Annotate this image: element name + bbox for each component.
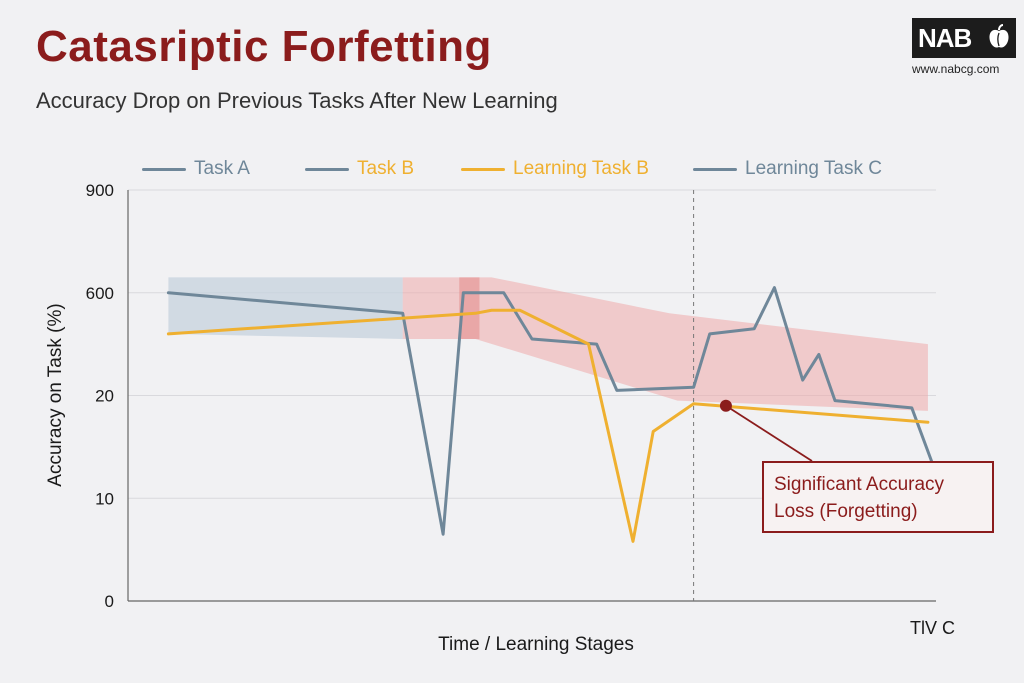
legend-item-learning-task-c: Learning Task C (693, 158, 882, 180)
brand-logo[interactable]: NAB www.nabcg.com (912, 18, 1020, 76)
legend-item-task-a: Task A (142, 158, 250, 180)
legend-swatch (461, 167, 505, 171)
y-axis-label: Accuracy on Task (%) (45, 303, 66, 487)
legend-label: Learning Task C (745, 158, 882, 179)
series-line-learning-task-b (166, 308, 930, 543)
confidence-band (168, 277, 403, 339)
annotation-line: Significant Accuracy (774, 474, 945, 495)
y-tick-label: 20 (95, 387, 114, 406)
logo-text: NAB (918, 23, 972, 53)
legend-item-learning-task-b: Learning Task B (461, 158, 649, 180)
annotation-line: Loss (Forgetting) (774, 501, 918, 522)
legend-label: Learning Task B (513, 158, 649, 179)
legend-swatch (693, 167, 737, 171)
y-tick-label: 600 (86, 284, 114, 303)
series-line-task-a (166, 286, 934, 536)
legend-label: Task B (357, 158, 415, 179)
apple-icon (989, 24, 1009, 48)
annotation-point (719, 399, 732, 412)
annotation-box: Significant Accuracy Loss (Forgetting) (762, 461, 994, 533)
legend-label: Task A (194, 158, 250, 179)
x-axis-end-label: TlV C (910, 618, 955, 638)
x-axis-label: Time / Learning Stages (438, 634, 634, 655)
chart-title: Catasriptic Forfetting (36, 22, 492, 71)
confidence-band (402, 277, 928, 411)
y-tick-label: 10 (95, 489, 114, 508)
chart-legend: Task A Task B Learning Task B Learning T… (0, 158, 1024, 184)
legend-swatch (142, 167, 186, 171)
y-tick-label: 900 (86, 181, 114, 200)
legend-item-task-b: Task B (305, 158, 414, 180)
legend-swatch (305, 167, 349, 171)
logo-url[interactable]: www.nabcg.com (912, 62, 1000, 76)
chart-subtitle: Accuracy Drop on Previous Tasks After Ne… (36, 88, 558, 113)
logo-badge: NAB (912, 18, 1016, 58)
y-tick-label: 0 (105, 592, 114, 611)
annotation-leader (725, 405, 813, 462)
